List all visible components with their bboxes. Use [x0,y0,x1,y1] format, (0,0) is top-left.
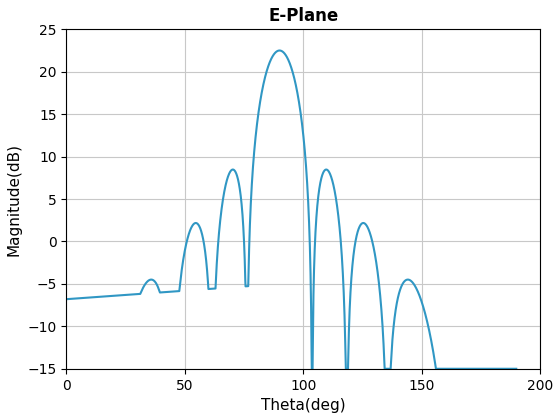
X-axis label: Theta(deg): Theta(deg) [261,398,346,413]
Title: E-Plane: E-Plane [268,7,338,25]
Y-axis label: Magnitude(dB): Magnitude(dB) [7,142,22,255]
